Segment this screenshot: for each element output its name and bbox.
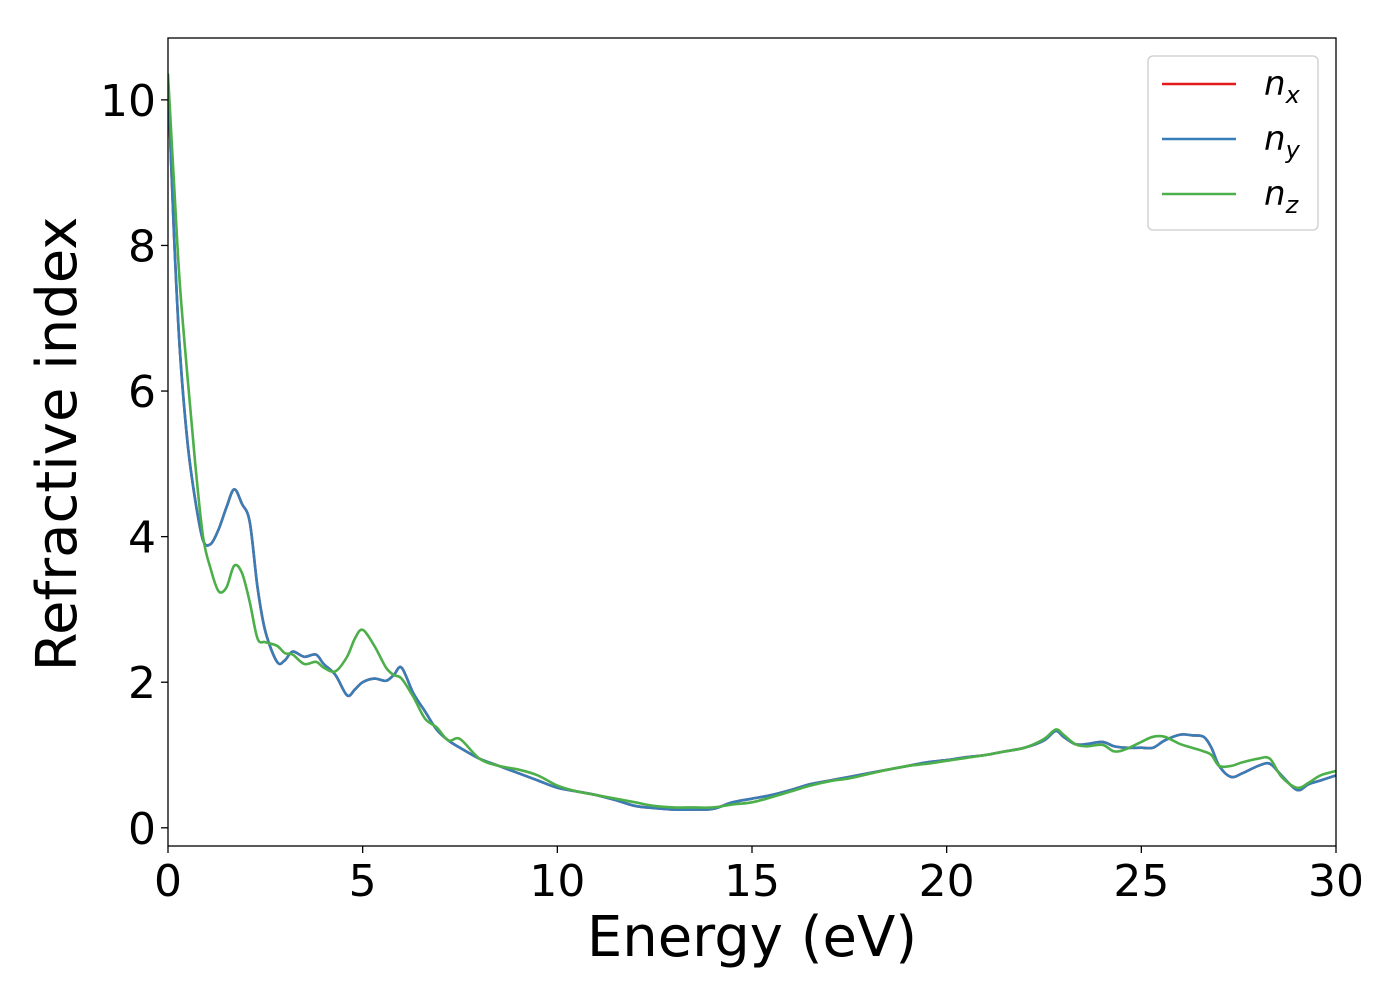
- legend-label-base: n: [1264, 119, 1286, 159]
- x-tick-label: 20: [919, 856, 975, 907]
- legend-label-subscript: y: [1285, 136, 1301, 164]
- legend-box: [1147, 55, 1319, 231]
- series-line-y: [168, 76, 1336, 812]
- legend-label-x: nx: [1264, 64, 1301, 109]
- y-tick-label: 4: [128, 513, 156, 564]
- legend-label-base: n: [1264, 64, 1286, 104]
- x-axis-ticks: 0 5 10 15 20 25 30: [154, 846, 1364, 907]
- x-tick-label: 25: [1113, 856, 1169, 907]
- x-tick-label: 5: [349, 856, 377, 907]
- y-tick-label: 10: [100, 76, 156, 127]
- x-tick-label: 10: [529, 856, 585, 907]
- legend-label-y: ny: [1264, 119, 1301, 164]
- y-tick-label: 8: [128, 221, 156, 272]
- legend-label-base: n: [1264, 174, 1286, 214]
- y-tick-label: 2: [128, 658, 156, 709]
- y-axis-ticks: 0 2 4 6 8 10: [100, 76, 168, 855]
- x-axis-label: Energy (eV): [587, 905, 917, 970]
- series-layer: [168, 73, 1336, 812]
- y-tick-label: 0: [128, 804, 156, 855]
- legend-label-subscript: z: [1285, 191, 1300, 219]
- y-tick-label: 6: [128, 367, 156, 418]
- x-tick-label: 15: [724, 856, 780, 907]
- legend-label-z: nz: [1264, 174, 1300, 219]
- legend-label-subscript: x: [1285, 81, 1301, 109]
- y-axis-label: Refractive index: [25, 217, 90, 672]
- x-tick-label: 0: [154, 856, 182, 907]
- x-tick-label: 30: [1308, 856, 1364, 907]
- series-line-z: [168, 73, 1336, 809]
